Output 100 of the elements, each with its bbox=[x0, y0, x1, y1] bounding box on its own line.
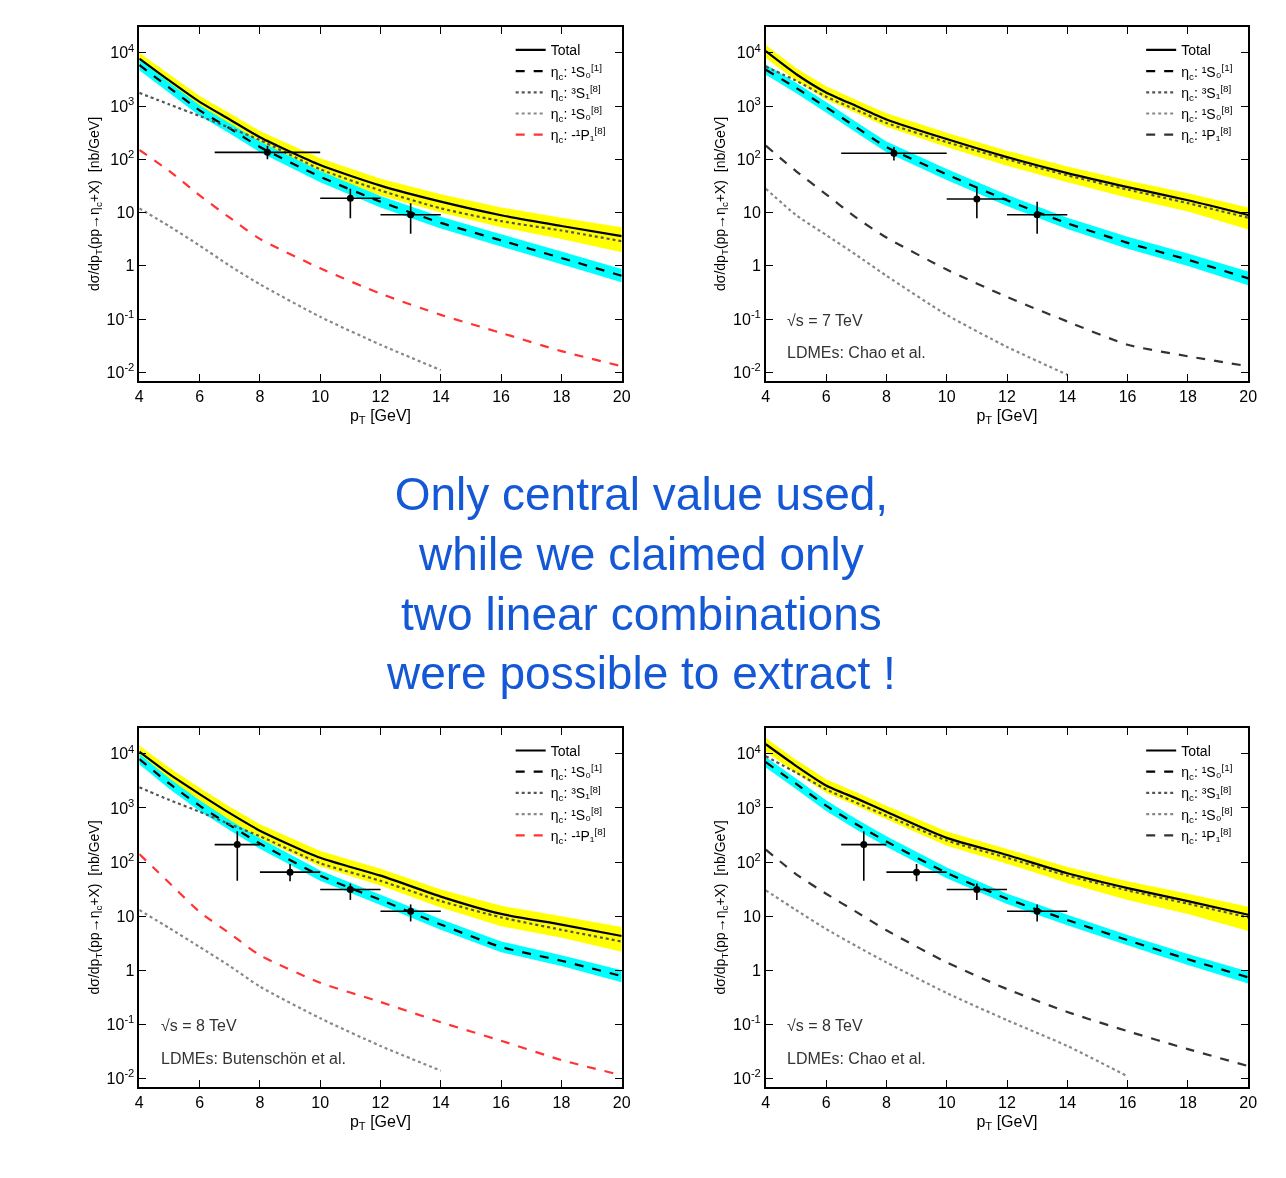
y-tick-label: 10$^{4}$ bbox=[736, 41, 761, 62]
legend-label: η$_{c}$: ³S₁$^{[8]}$ bbox=[1181, 82, 1232, 103]
point bbox=[1033, 211, 1041, 219]
y-tick-label: 10$^{3}$ bbox=[110, 94, 135, 115]
x-tick-label: 16 bbox=[1118, 387, 1137, 405]
x-axis-title: p$_{T}$ [GeV] bbox=[349, 406, 412, 427]
point bbox=[913, 868, 921, 876]
annotation: √s = 8 TeV bbox=[161, 1017, 237, 1034]
legend-label: Total bbox=[1181, 42, 1211, 59]
point bbox=[407, 907, 415, 915]
x-tick-label: 14 bbox=[431, 387, 450, 405]
x-tick-label: 12 bbox=[371, 387, 390, 405]
point bbox=[346, 194, 354, 202]
legend-label: η$_{c}$: -¹P₁$^{[8]}$ bbox=[550, 825, 606, 846]
x-tick-label: 8 bbox=[255, 387, 265, 405]
line-series bbox=[139, 786, 622, 943]
point bbox=[407, 211, 415, 219]
annotation: LDMEs: Chao et al. bbox=[787, 344, 926, 361]
text: Only central value used, while we claimed only two linear combinations were possible to extract ! bbox=[386, 468, 896, 700]
x-axis-title: p$_{T}$ [GeV] bbox=[976, 1113, 1038, 1133]
y-tick-label: 1 bbox=[751, 961, 761, 979]
legend-label: η$_{c}$: ¹P₁$^{[8]}$ bbox=[1181, 125, 1232, 146]
y-tick-label: 10$^{-2}$ bbox=[106, 361, 135, 381]
x-tick-label: 8 bbox=[881, 1093, 891, 1111]
y-tick-label: 10$^{2}$ bbox=[110, 148, 135, 168]
y-tick-label: 10$^{2}$ bbox=[736, 850, 761, 871]
legend-label: η$_{c}$: ¹S₀$^{[1]}$ bbox=[1181, 762, 1233, 783]
y-tick-label: 10$^{4}$ bbox=[736, 742, 761, 763]
y-tick-label: 10$^{2}$ bbox=[736, 148, 761, 168]
y-tick-label: 1 bbox=[125, 257, 135, 275]
line-series bbox=[765, 889, 1129, 1078]
x-tick-label: 10 bbox=[311, 1093, 330, 1111]
legend-label: η$_{c}$: ¹S₀$^{[1]}$ bbox=[550, 762, 603, 783]
point bbox=[286, 868, 294, 876]
y-tick-label: 10 bbox=[743, 204, 761, 222]
point bbox=[233, 841, 241, 849]
y-tick-label: 10$^{-1}$ bbox=[106, 1013, 135, 1034]
y-tick-label: 10$^{4}$ bbox=[110, 742, 135, 763]
y-tick-label: 10$^{4}$ bbox=[110, 41, 135, 62]
y-tick-label: 10 bbox=[116, 204, 135, 222]
line-series bbox=[139, 207, 442, 372]
x-tick-label: 12 bbox=[998, 387, 1016, 405]
x-tick-label: 10 bbox=[937, 1093, 956, 1111]
point bbox=[346, 886, 354, 894]
point bbox=[890, 149, 898, 157]
y-tick-label: 1 bbox=[125, 961, 135, 979]
x-tick-label: 18 bbox=[552, 1093, 571, 1111]
x-tick-label: 4 bbox=[761, 1093, 771, 1111]
point bbox=[860, 841, 868, 849]
legend-label: Total bbox=[1181, 742, 1211, 759]
legend-label: η$_{c}$: ¹P₁$^{[8]}$ bbox=[1181, 825, 1232, 846]
x-tick-label: 6 bbox=[195, 1093, 205, 1111]
x-tick-label: 6 bbox=[195, 387, 205, 405]
y-tick-label: 10$^{3}$ bbox=[736, 796, 761, 817]
y-tick-label: 10$^{3}$ bbox=[110, 796, 135, 817]
x-tick-label: 6 bbox=[821, 387, 831, 405]
y-tick-label: 10 bbox=[743, 907, 761, 925]
x-tick-label: 14 bbox=[1058, 1093, 1077, 1111]
point bbox=[1033, 907, 1041, 915]
legend-label: η$_{c}$: ³S₁$^{[8]}$ bbox=[550, 783, 602, 804]
x-axis-title: p$_{T}$ [GeV] bbox=[976, 406, 1038, 427]
point bbox=[263, 148, 271, 156]
line-series bbox=[765, 187, 1069, 376]
annotation: LDMEs: Butenschön et al. bbox=[161, 1050, 346, 1067]
legend-label: η$_{c}$: ³S₁$^{[8]}$ bbox=[1181, 783, 1232, 804]
legend-label: η$_{c}$: ¹S₀$^{[1]}$ bbox=[550, 61, 603, 82]
legend-label: Total bbox=[550, 42, 581, 59]
x-tick-label: 10 bbox=[937, 387, 956, 405]
x-tick-label: 4 bbox=[761, 387, 771, 405]
x-tick-label: 14 bbox=[1058, 387, 1077, 405]
x-tick-label: 18 bbox=[552, 387, 571, 405]
x-tick-label: 12 bbox=[998, 1093, 1016, 1111]
legend-label: η$_{c}$: ¹S₀$^{[8]}$ bbox=[1181, 104, 1233, 124]
x-tick-label: 8 bbox=[881, 387, 891, 405]
y-tick-label: 10 bbox=[116, 907, 135, 925]
x-tick-label: 18 bbox=[1179, 1093, 1197, 1111]
x-tick-label: 20 bbox=[612, 1093, 631, 1111]
annotation: √s = 8 TeV bbox=[787, 1017, 863, 1034]
y-tick-label: 10$^{-2}$ bbox=[733, 1067, 761, 1088]
line-series bbox=[139, 908, 442, 1072]
legend-label: Total bbox=[550, 742, 581, 759]
y-tick-label: 10$^{3}$ bbox=[736, 94, 761, 115]
y-tick-label: 10$^{-2}$ bbox=[733, 361, 761, 381]
y-tick-label: 10$^{-1}$ bbox=[733, 1013, 761, 1034]
x-tick-label: 20 bbox=[1239, 1093, 1258, 1111]
legend-label: η$_{c}$: ¹S₀$^{[8]}$ bbox=[550, 104, 603, 124]
x-tick-label: 20 bbox=[1239, 387, 1258, 405]
y-tick-label: 10$^{-1}$ bbox=[733, 307, 761, 328]
point bbox=[973, 195, 981, 203]
y-tick-label: 1 bbox=[751, 257, 761, 275]
line-series bbox=[765, 848, 1249, 1068]
legend-label: η$_{c}$: ³S₁$^{[8]}$ bbox=[550, 82, 602, 103]
x-tick-label: 16 bbox=[492, 1093, 511, 1111]
x-tick-label: 4 bbox=[134, 387, 144, 405]
y-tick-label: 10$^{-1}$ bbox=[106, 307, 135, 328]
x-tick-label: 12 bbox=[371, 1093, 390, 1111]
x-axis-title: p$_{T}$ [GeV] bbox=[349, 1113, 412, 1133]
legend-label: η$_{c}$: ¹S₀$^{[1]}$ bbox=[1181, 61, 1233, 82]
x-tick-label: 18 bbox=[1179, 387, 1197, 405]
x-tick-label: 16 bbox=[1118, 1093, 1137, 1111]
